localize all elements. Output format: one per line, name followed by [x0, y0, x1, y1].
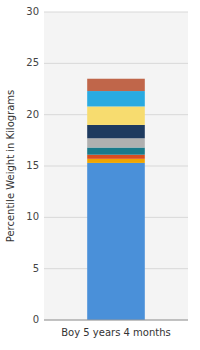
x-axis-line	[44, 320, 188, 321]
grid	[44, 12, 188, 320]
bar-segment	[87, 138, 145, 147]
tick-label: 10	[26, 211, 39, 222]
bar-segment	[87, 148, 145, 155]
chart: 0 5 10 15 20 25 30 Boy 5 years 4 months Percenti…	[0, 0, 200, 350]
y-ticks: 0 5 10 15 20 25 30	[26, 6, 39, 325]
bar-segment	[87, 106, 145, 124]
grid-line	[44, 320, 188, 321]
bar-segment	[87, 91, 145, 106]
bar-segment	[87, 79, 145, 91]
bar-segment	[87, 159, 145, 163]
x-ticks: Boy 5 years 4 months	[61, 327, 171, 338]
bar-segment	[87, 125, 145, 138]
tick-label: 15	[26, 160, 39, 171]
tick-label: 20	[26, 109, 39, 120]
tick-label: 5	[33, 263, 39, 274]
tick-label: 30	[26, 6, 39, 17]
plot-area	[44, 12, 188, 320]
y-axis-label: Percentile Weight in Kilograms	[5, 90, 16, 243]
bar-segment	[87, 155, 145, 159]
grid-line	[44, 12, 188, 13]
category-label: Boy 5 years 4 months	[61, 327, 171, 338]
bars	[87, 79, 145, 320]
tick-label: 0	[33, 314, 39, 325]
grid-line	[44, 63, 188, 64]
tick-label: 25	[26, 57, 39, 68]
bar-segment	[87, 163, 145, 320]
